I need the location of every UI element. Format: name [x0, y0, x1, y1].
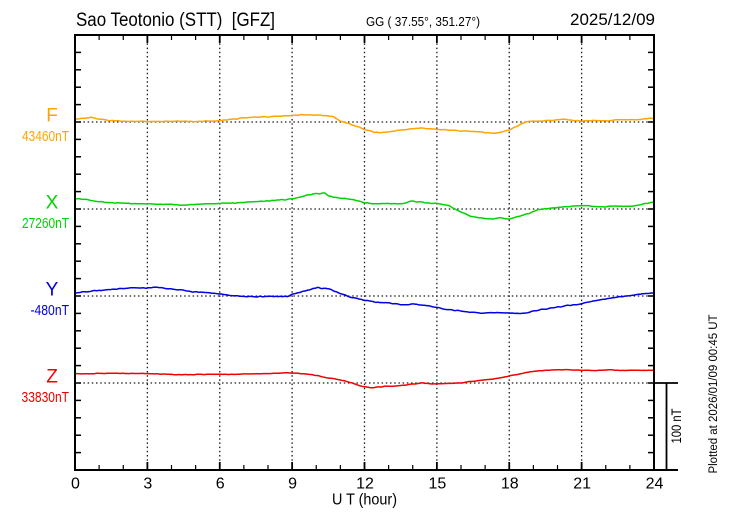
svg-text:100 nT: 100 nT [668, 408, 684, 443]
svg-text:21: 21 [573, 476, 591, 493]
svg-text:Y: Y [46, 280, 59, 301]
svg-text:24: 24 [646, 476, 664, 493]
svg-text:0: 0 [71, 476, 80, 493]
svg-text:43460nT: 43460nT [22, 129, 69, 145]
svg-text:15: 15 [428, 476, 446, 493]
svg-text:9: 9 [288, 476, 297, 493]
svg-text:27260nT: 27260nT [22, 216, 69, 232]
svg-text:12: 12 [356, 476, 374, 493]
svg-text:X: X [46, 193, 59, 214]
svg-text:GG ( 37.55°, 351.27°): GG ( 37.55°, 351.27°) [366, 14, 480, 29]
svg-text:3: 3 [143, 476, 152, 493]
svg-text:Z: Z [46, 367, 58, 388]
svg-text:2025/12/09: 2025/12/09 [570, 11, 655, 29]
svg-text:6: 6 [216, 476, 225, 493]
svg-text:18: 18 [501, 476, 519, 493]
svg-text:-480nT: -480nT [31, 303, 70, 319]
svg-text:Plotted at 2026/01/09 00:45 UT: Plotted at 2026/01/09 00:45 UT [708, 315, 720, 474]
svg-text:Sao Teotonio (STT) [GFZ]: Sao Teotonio (STT) [GFZ] [76, 10, 275, 31]
svg-text:U T (hour): U T (hour) [332, 492, 397, 509]
svg-text:33830nT: 33830nT [22, 390, 70, 406]
svg-text:F: F [46, 106, 58, 127]
